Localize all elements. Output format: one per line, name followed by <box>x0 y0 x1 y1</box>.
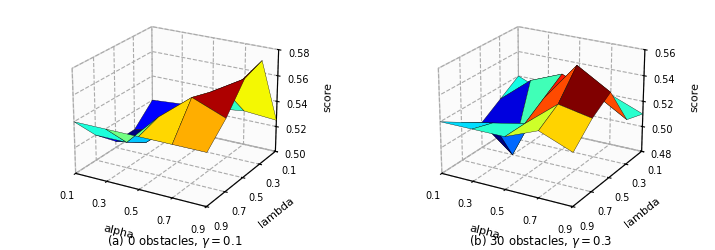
X-axis label: alpha: alpha <box>469 223 501 240</box>
Title: (a) 0 obstacles, $\gamma = 0.1$: (a) 0 obstacles, $\gamma = 0.1$ <box>107 232 242 249</box>
X-axis label: alpha: alpha <box>102 223 135 240</box>
Y-axis label: lambda: lambda <box>623 195 662 229</box>
Y-axis label: lambda: lambda <box>257 195 295 229</box>
Title: (b) 30 obstacles, $\gamma = 0.3$: (b) 30 obstacles, $\gamma = 0.3$ <box>469 232 612 249</box>
